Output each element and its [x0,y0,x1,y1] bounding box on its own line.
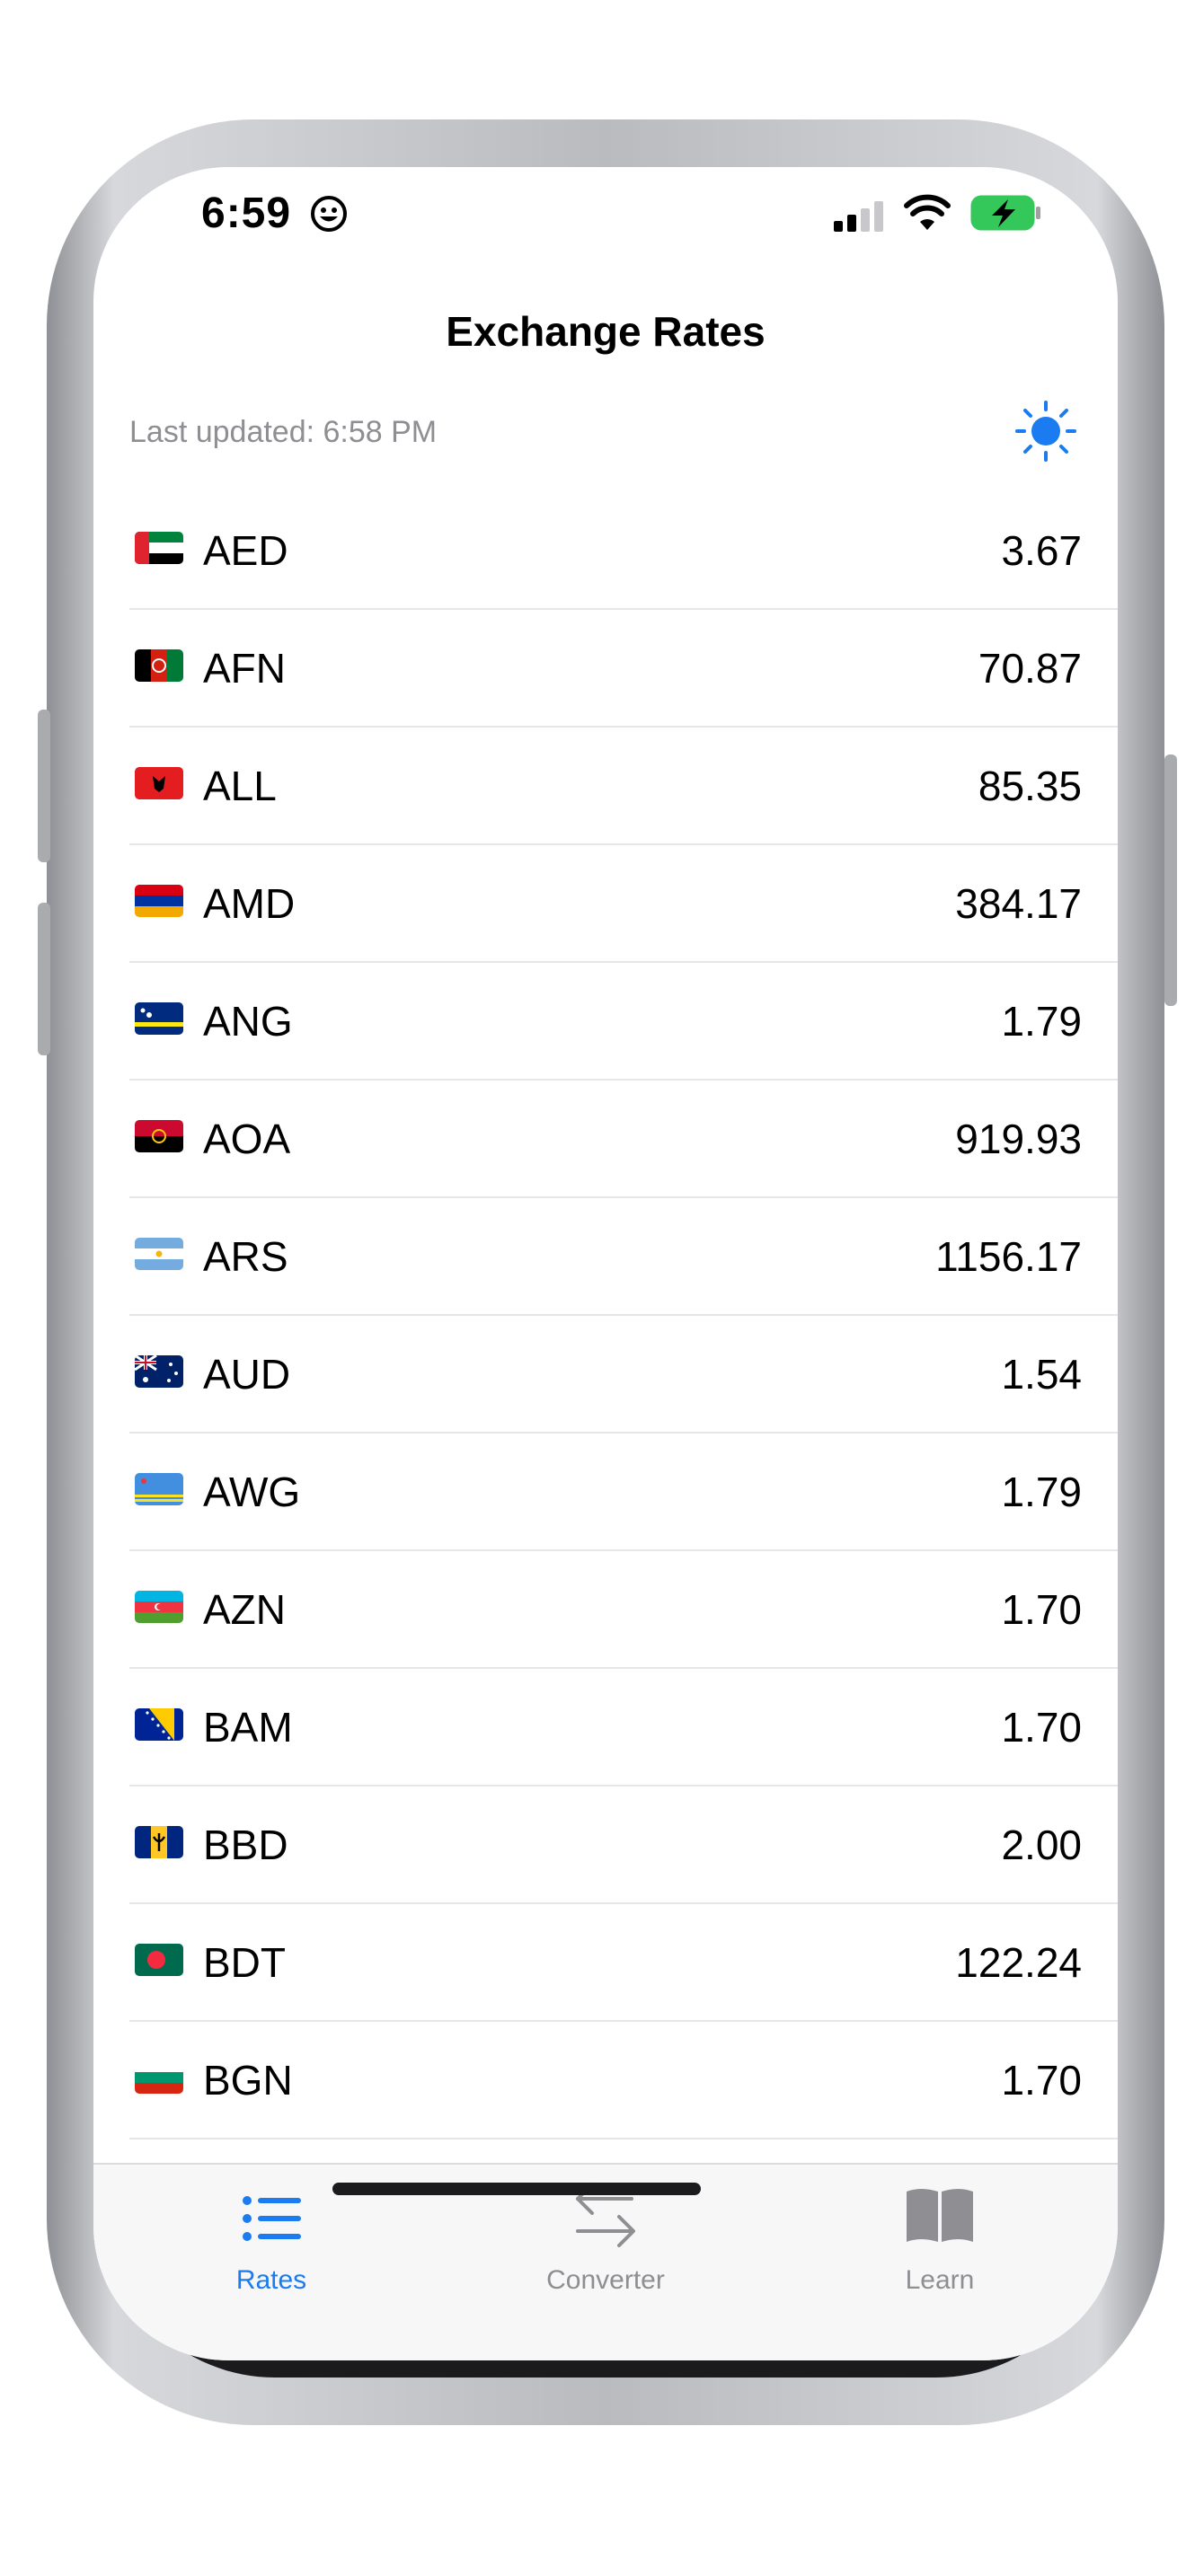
tab-label-learn: Learn [905,2265,975,2295]
exchange-rate-value: 2.00 [1001,1822,1082,1868]
smiley-icon [311,196,347,232]
azerbaijan-flag [135,1591,183,1623]
volume-down-button [38,903,50,1055]
rate-row-awg[interactable]: AWG 1.79 [129,1434,1118,1551]
currency-code: AZN [203,1586,286,1633]
argentina-flag [135,1238,183,1270]
exchange-rate-value: 1.79 [1001,998,1082,1045]
cellular-signal-icon [834,201,883,232]
exchange-rate-value: 1.79 [1001,1469,1082,1515]
exchange-rate-value: 122.24 [955,1939,1082,1986]
currency-code: BBD [203,1822,288,1868]
battery-charging-icon [970,195,1040,231]
afghanistan-flag [135,649,183,682]
rate-row-ang[interactable]: ANG 1.79 [129,963,1118,1081]
bosnia-flag [135,1708,183,1741]
armenia-flag [135,885,183,917]
book-icon [907,2189,973,2242]
exchange-rate-value: 1.70 [1001,2057,1082,2104]
exchange-rate-value: 1.70 [1001,1586,1082,1633]
rate-row-bam[interactable]: BAM 1.70 [129,1669,1118,1786]
currency-code: ALL [203,763,277,809]
tab-label-converter: Converter [546,2265,665,2295]
exchange-rate-value: 3.67 [1001,527,1082,574]
rate-row-bgn[interactable]: BGN 1.70 [129,2022,1118,2139]
currency-code: BAM [203,1704,293,1751]
status-bar: 6:59 [93,167,1118,266]
curacao-flag [135,1002,183,1035]
home-indicator [332,2183,701,2195]
currency-code: AED [203,527,288,574]
tab-bar: Rates Converter Learn [93,2163,1118,2360]
currency-code: AUD [203,1351,291,1398]
currency-code: AMD [203,880,296,927]
status-time: 6:59 [201,190,292,237]
exchange-rate-value: 384.17 [955,880,1082,927]
australia-flag [135,1355,183,1388]
albania-flag [135,767,183,799]
currency-code: BDT [203,1939,286,1986]
volume-up-button [38,710,50,862]
rate-row-aed[interactable]: AED 3.67 [129,492,1118,610]
tab-rates[interactable]: Rates [110,2165,433,2299]
rate-row-afn[interactable]: AFN 70.87 [129,610,1118,728]
currency-code: AWG [203,1469,301,1515]
exchange-rate-value: 1.70 [1001,1704,1082,1751]
exchange-rate-value: 1.54 [1001,1351,1082,1398]
app-screen: 6:59 Exchange Rates Last updated: 6:58 P… [93,167,1118,2360]
rate-row-amd[interactable]: AMD 384.17 [129,845,1118,963]
tab-label-rates: Rates [235,2265,307,2295]
rate-row-aoa[interactable]: AOA 919.93 [129,1081,1118,1198]
rate-row-azn[interactable]: AZN 1.70 [129,1551,1118,1669]
rate-row-aud[interactable]: AUD 1.54 [129,1316,1118,1434]
sun-icon[interactable] [1013,399,1078,463]
currency-code: AOA [203,1116,291,1162]
aruba-flag [135,1473,183,1505]
barbados-flag [135,1826,183,1858]
bulgaria-flag [135,2061,183,2094]
rate-row-all[interactable]: ALL 85.35 [129,728,1118,845]
rate-row-bbd[interactable]: BBD 2.00 [129,1786,1118,1904]
power-button [1164,754,1177,1006]
rates-list: AED 3.67 AFN 70.87 ALL 85.35 AMD 384.17 ANG 1.79 A… [129,492,1118,2257]
exchange-rate-value: 1156.17 [935,1233,1082,1280]
exchange-rate-value: 70.87 [978,645,1082,692]
currency-code: ARS [203,1233,288,1280]
currency-code: AFN [203,645,286,692]
rate-row-ars[interactable]: ARS 1156.17 [129,1198,1118,1316]
rate-row-bdt[interactable]: BDT 122.24 [129,1904,1118,2022]
currency-code: BGN [203,2057,293,2104]
page-title: Exchange Rates [446,308,766,355]
tab-learn[interactable]: Learn [778,2165,1102,2299]
exchange-rate-value: 85.35 [978,763,1082,809]
exchange-rate-value: 919.93 [955,1116,1082,1162]
wifi-icon [904,194,951,230]
last-updated-label: Last updated: 6:58 PM [129,415,438,449]
currency-code: ANG [203,998,293,1045]
uae-flag [135,532,183,564]
list-icon [243,2196,301,2241]
bangladesh-flag [135,1944,183,1976]
angola-flag [135,1120,183,1152]
